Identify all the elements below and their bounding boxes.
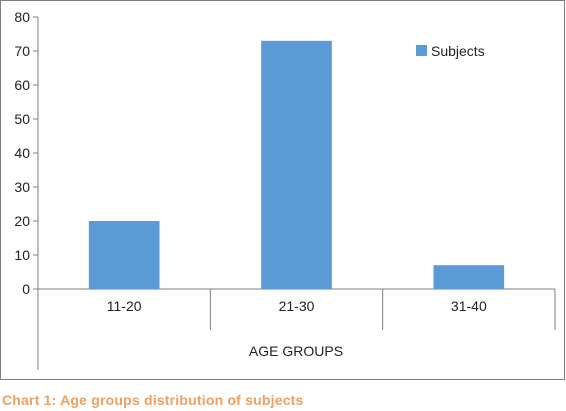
- bar-11-20: [88, 221, 160, 289]
- bar-31-40: [433, 265, 505, 289]
- caption-text: Age groups distribution of subjects: [60, 392, 304, 408]
- y-tick-label: 0: [22, 281, 30, 297]
- y-tick-label: 10: [14, 247, 30, 263]
- y-tick-label: 40: [14, 145, 30, 161]
- x-tick-label: 11-20: [107, 298, 142, 314]
- y-tick-label: 60: [14, 77, 30, 93]
- y-axis-ticks: 0 10 20 30 40 50 60 70 80: [14, 9, 39, 370]
- caption-label: Chart 1:: [2, 392, 57, 408]
- legend-label: Subjects: [431, 43, 485, 59]
- x-tick-label: 31-40: [451, 298, 487, 314]
- figure-caption: Chart 1: Age groups distribution of subj…: [2, 392, 564, 410]
- x-tick-label: 21-30: [279, 298, 315, 314]
- y-tick-label: 50: [14, 111, 30, 127]
- y-tick-label: 30: [14, 179, 30, 195]
- bar-21-30: [261, 40, 332, 289]
- x-axis-title: AGE GROUPS: [249, 343, 343, 359]
- bar-series: [88, 40, 505, 289]
- legend: Subjects: [416, 43, 485, 59]
- y-tick-label: 80: [14, 9, 30, 25]
- y-tick-label: 20: [14, 213, 30, 229]
- legend-swatch: [416, 45, 427, 56]
- y-tick-label: 70: [14, 43, 30, 59]
